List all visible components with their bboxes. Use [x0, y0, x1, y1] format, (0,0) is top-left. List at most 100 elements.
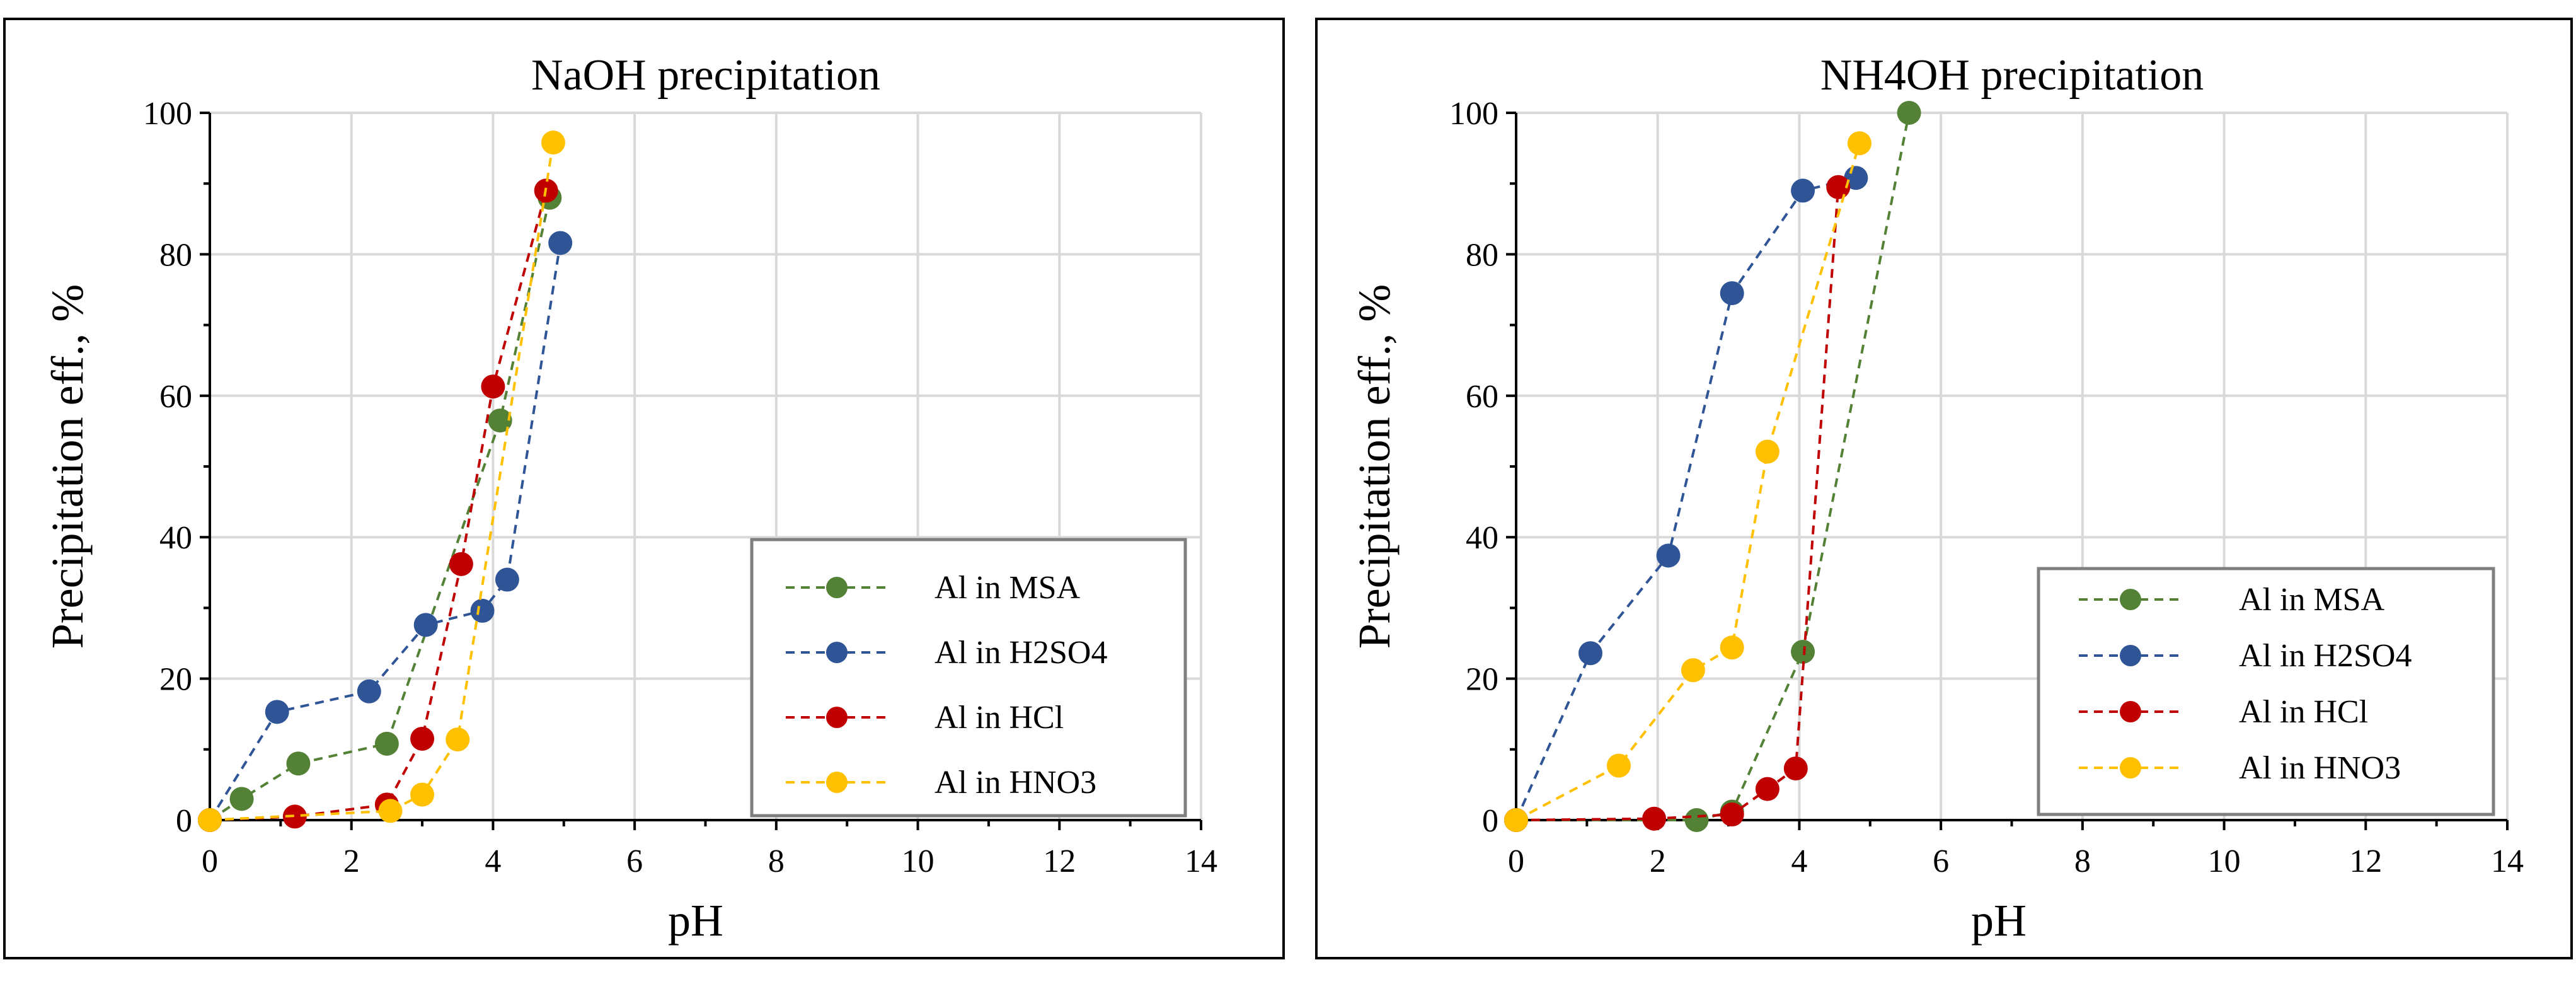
y-axis-title: Precipitation eff., % — [1349, 284, 1400, 649]
legend-box — [2037, 567, 2495, 816]
legend-item: Al in H2SO4 — [786, 635, 1107, 671]
series-al-in-msa — [198, 185, 562, 832]
legend-marker — [826, 642, 848, 663]
series-al-in-msa — [1504, 101, 1921, 832]
y-tick-label: 40 — [1466, 520, 1498, 556]
series-line — [1515, 142, 1861, 821]
data-point — [357, 679, 381, 703]
series-line — [1515, 177, 1856, 821]
legend-label: Al in MSA — [2239, 582, 2385, 618]
y-tick-label: 0 — [1482, 803, 1498, 839]
data-point — [1847, 131, 1872, 156]
series-line — [209, 197, 551, 821]
x-tick-label: 8 — [2074, 843, 2091, 879]
gridlines — [210, 112, 1202, 820]
data-point — [1791, 639, 1815, 664]
legend-marker — [826, 772, 848, 793]
legend-item: Al in HNO3 — [786, 765, 1096, 801]
series-al-in-hno3 — [1504, 131, 1872, 832]
data-point — [1755, 777, 1780, 801]
data-point — [410, 726, 435, 751]
data-point — [495, 567, 519, 592]
data-point — [265, 700, 289, 724]
data-point — [541, 130, 565, 155]
data-point — [1897, 101, 1921, 125]
y-tick-label: 80 — [1466, 237, 1498, 273]
nh4oh-chart-panel: 0 2 4 6 8 10 12 14 0 20 40 60 80 100 NH4OH precipitati… — [1315, 18, 2573, 959]
data-point — [410, 782, 435, 807]
series-al-in-h2so4 — [1504, 166, 1868, 832]
legend-label: Al in HCl — [934, 700, 1064, 736]
x-tick-label: 8 — [768, 843, 785, 879]
data-point — [229, 787, 254, 811]
data-point — [1656, 543, 1681, 568]
data-point — [1783, 756, 1808, 781]
legend-item: Al in HNO3 — [2079, 750, 2401, 786]
data-point — [198, 808, 222, 832]
x-tick-label: 0 — [1508, 843, 1524, 879]
y-tick-label: 60 — [1466, 379, 1498, 415]
data-point — [1642, 806, 1667, 831]
legend-marker — [2120, 589, 2141, 610]
series-al-in-hno3 — [198, 130, 565, 832]
y-axis-title: Precipitation eff., % — [42, 284, 93, 649]
data-point — [378, 799, 403, 823]
x-tick-label: 10 — [902, 843, 934, 879]
x-tick-label: 2 — [1650, 843, 1666, 879]
legend-marker — [826, 707, 848, 728]
legend-label: Al in HNO3 — [934, 765, 1096, 801]
x-axis-title: pH — [668, 895, 723, 946]
data-point — [1504, 808, 1528, 832]
data-point — [1720, 281, 1744, 306]
x-tick-label: 12 — [1043, 843, 1076, 879]
x-tick-label: 14 — [1185, 843, 1217, 879]
x-tick-label: 12 — [2349, 843, 2382, 879]
legend-item: Al in MSA — [2079, 582, 2385, 618]
series-line — [209, 142, 555, 821]
series-line — [1515, 187, 1840, 821]
legend-label: Al in HNO3 — [2239, 750, 2401, 786]
x-tick-label: 4 — [1791, 843, 1807, 879]
legend-label: Al in MSA — [934, 570, 1081, 606]
data-point — [1606, 753, 1631, 778]
data-point — [1720, 635, 1744, 660]
data-point — [374, 731, 399, 756]
x-tick-label: 6 — [626, 843, 643, 879]
data-point — [1791, 178, 1815, 203]
data-point — [449, 552, 473, 576]
y-tick-label: 100 — [143, 96, 192, 132]
data-point — [1681, 658, 1705, 683]
legend-marker — [826, 577, 848, 598]
legend-item: Al in H2SO4 — [2079, 638, 2412, 674]
series-line — [1516, 112, 1911, 821]
legend-label: Al in H2SO4 — [2239, 638, 2412, 674]
data-point — [1755, 439, 1780, 464]
legend-marker — [2120, 701, 2141, 722]
data-point — [1684, 808, 1709, 832]
legend-label: Al in HCl — [2239, 694, 2368, 730]
y-tick-label: 40 — [159, 520, 192, 556]
y-tick-label: 20 — [1466, 662, 1498, 698]
legend-item: Al in MSA — [786, 570, 1081, 606]
data-point — [470, 598, 495, 623]
x-axis-title: pH — [1971, 895, 2027, 946]
data-point — [481, 374, 505, 399]
data-point — [1826, 175, 1851, 199]
data-point — [548, 231, 573, 255]
data-point — [413, 613, 438, 637]
legend-box — [750, 538, 1187, 818]
chart-title: NaOH precipitation — [531, 51, 880, 100]
y-tick-label: 80 — [159, 237, 192, 273]
x-tick-label: 2 — [343, 843, 360, 879]
y-tick-label: 60 — [159, 379, 192, 415]
data-point — [488, 408, 512, 433]
nh4oh-chart: 0 2 4 6 8 10 12 14 0 20 40 60 80 100 NH4OH precipitati… — [1349, 51, 2524, 946]
x-tick-label: 6 — [1933, 843, 1949, 879]
legend-marker — [2120, 645, 2141, 666]
data-point — [1720, 802, 1744, 827]
legend-item: Al in HCl — [786, 700, 1064, 736]
legend-marker — [2120, 757, 2141, 779]
data-point — [286, 751, 311, 776]
legend-label: Al in H2SO4 — [934, 635, 1107, 671]
legend: Al in MSA Al in H2SO4 Al in HCl Al in HNO3 — [2037, 567, 2495, 816]
